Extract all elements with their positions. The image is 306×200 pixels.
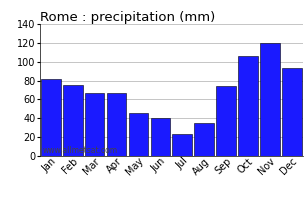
Bar [151, 118, 170, 156]
Bar [129, 113, 148, 156]
Bar [238, 56, 258, 156]
Bar [282, 68, 302, 156]
Bar [41, 79, 61, 156]
Bar [85, 93, 104, 156]
Bar [216, 86, 236, 156]
Text: Rome : precipitation (mm): Rome : precipitation (mm) [40, 11, 215, 24]
Bar [194, 123, 214, 156]
Bar [107, 93, 126, 156]
Bar [173, 134, 192, 156]
Bar [63, 85, 83, 156]
Bar [260, 43, 280, 156]
Text: www.allmetsat.com: www.allmetsat.com [43, 146, 118, 155]
